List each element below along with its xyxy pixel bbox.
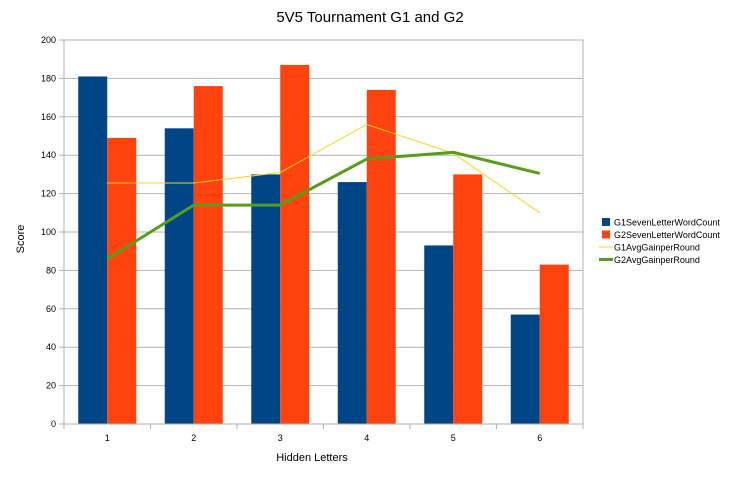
x-tick-label: 3 (278, 433, 283, 443)
y-tick-label: 80 (46, 265, 56, 275)
legend-label: G2AvgGainperRound (614, 255, 700, 265)
axes: 0 20 40 60 80 100 120 140 160 180 200 1 2 3 4 5 6 (41, 35, 584, 443)
bar (107, 137, 137, 425)
bar (453, 174, 483, 424)
legend-swatch (602, 230, 610, 239)
bar (510, 314, 540, 424)
series-line (106, 150, 541, 261)
bar (164, 128, 194, 424)
legend-label: G1AvgGainperRound (614, 243, 700, 253)
bar (193, 86, 223, 424)
x-tick-label: 2 (191, 433, 196, 443)
bar (337, 182, 367, 424)
bar (539, 264, 569, 424)
gridlines (64, 39, 583, 425)
lines (106, 123, 541, 261)
y-axis-label: Score (15, 225, 27, 254)
bar (78, 76, 108, 424)
y-tick-label: 100 (41, 227, 56, 237)
y-tick-label: 160 (41, 112, 56, 122)
y-tick-label: 20 (46, 381, 56, 391)
y-tick-label: 200 (41, 35, 56, 45)
x-tick-label: 4 (364, 433, 369, 443)
legend-swatch (602, 218, 610, 226)
x-tick-label: 6 (537, 433, 542, 443)
y-tick-label: 140 (41, 150, 56, 160)
bar (251, 174, 281, 424)
y-tick-label: 120 (41, 189, 56, 199)
bar (280, 64, 310, 425)
bar (366, 89, 396, 425)
y-tick-label: 40 (46, 342, 56, 352)
x-tick-label: 5 (451, 433, 456, 443)
y-tick-label: 60 (46, 304, 56, 314)
legend-label: G1SevenLetterWordCount (614, 218, 720, 228)
bars (78, 64, 569, 425)
legend-label: G2SevenLetterWordCount (614, 230, 720, 240)
x-axis-label: Hidden Letters (276, 452, 348, 464)
chart-title: 5V5 Tournament G1 and G2 (276, 9, 463, 26)
legend: G1SevenLetterWordCount G2SevenLetterWordC… (599, 218, 720, 265)
y-tick-label: 0 (51, 419, 56, 429)
bar (424, 245, 454, 424)
series-line (107, 123, 541, 214)
x-tick-label: 1 (105, 433, 110, 443)
y-tick-label: 180 (41, 73, 56, 83)
